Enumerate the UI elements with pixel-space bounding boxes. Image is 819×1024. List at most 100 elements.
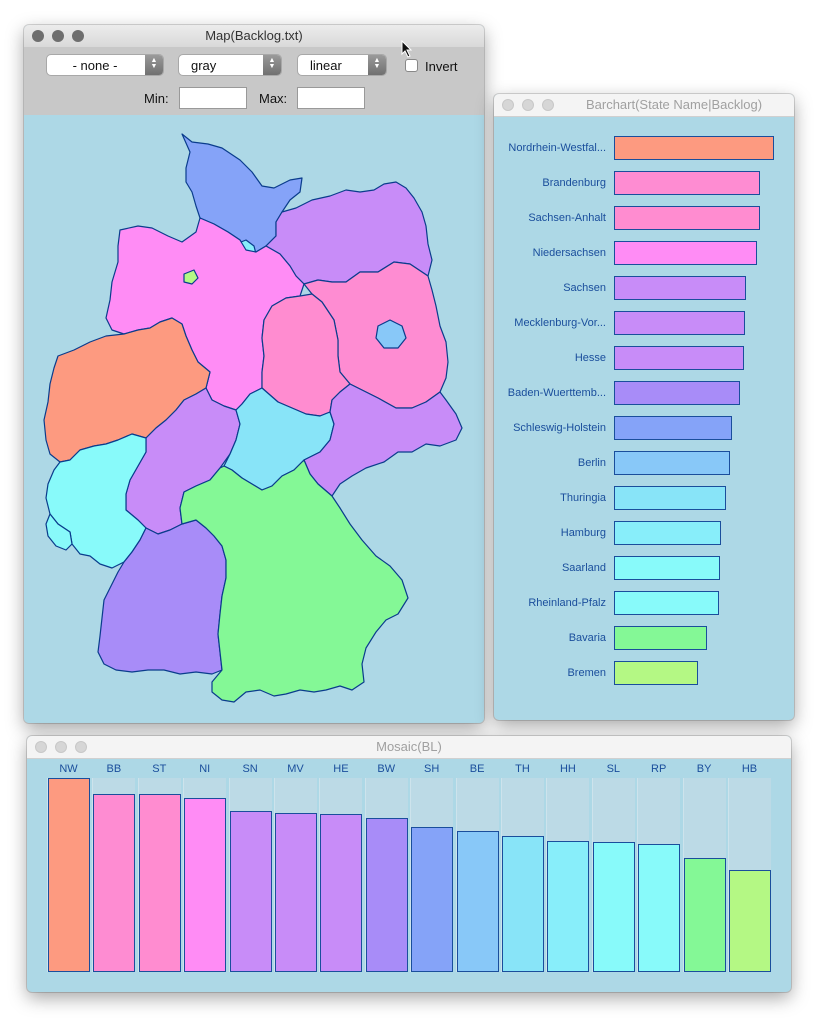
state-BE[interactable] [375,319,407,349]
max-label: Max: [259,91,288,106]
bar[interactable] [614,486,726,510]
mosaic-tile[interactable] [592,842,635,972]
dropdown-value: linear [310,58,342,73]
mosaic-column-label: BW [377,763,396,775]
state-BY[interactable] [179,459,409,703]
dropdown-value: - none - [72,58,118,73]
close-button[interactable] [502,99,514,111]
mosaic-tile[interactable] [365,818,408,972]
bar-label: Berlin [577,457,606,469]
bar[interactable] [614,556,720,580]
bar[interactable] [614,346,744,370]
map-toolbar: - none - ▲ ▼ gray ▲ ▼ linear ▲ ▼ Invert Min… [24,47,484,115]
mosaic-column[interactable] [92,778,136,972]
classification-dropdown[interactable]: - none - ▲ ▼ [46,54,164,76]
max-input[interactable] [297,87,365,109]
bar-label: Sachsen [563,282,606,294]
bar[interactable] [614,136,774,160]
mosaic-tile[interactable] [275,813,317,972]
germany-map[interactable] [24,115,484,723]
close-button[interactable] [35,741,47,753]
mosaic-column[interactable] [591,778,635,972]
mosaic-column[interactable] [410,778,454,972]
mosaic-column-label: ST [152,763,167,775]
mosaic-tile[interactable] [502,836,544,972]
bar-label: Brandenburg [542,177,606,189]
mosaic-column-label: SL [606,763,621,775]
close-button[interactable] [32,30,44,42]
mosaic-column[interactable] [274,778,317,972]
mosaic-tile[interactable] [638,844,681,972]
bar[interactable] [614,171,760,195]
mosaic-tile[interactable] [184,798,227,972]
mosaic-column[interactable] [228,778,272,972]
bar[interactable] [614,451,730,475]
bar[interactable] [614,276,746,300]
bar[interactable] [614,521,721,545]
map-window-titlebar[interactable]: Map(Backlog.txt) [24,25,484,48]
mosaic-column-label: RP [651,763,667,775]
mosaic-column-label: HE [333,763,349,775]
window-title: Barchart(State Name|Backlog) [585,97,763,112]
bar[interactable] [614,311,745,335]
mosaic-column[interactable] [137,778,181,972]
state-HB[interactable] [183,269,199,285]
mosaic-window-titlebar[interactable]: Mosaic(BL) [27,736,791,759]
mosaic-column-label: HB [741,763,758,775]
bar-label: Schleswig-Holstein [513,422,606,434]
mosaic-column-label: NW [59,763,78,775]
bar-label: Saarland [561,562,606,574]
map-window[interactable]: Map(Backlog.txt) - none - ▲ ▼ gray ▲ ▼ lin… [24,25,484,723]
bar-label: Hesse [574,352,606,364]
mosaic-column[interactable] [637,778,681,972]
mosaic-tile[interactable] [229,811,272,972]
mosaic-tile[interactable] [411,827,454,972]
mosaic-tile[interactable] [456,831,499,972]
mosaic-column[interactable] [455,778,499,972]
minimize-button[interactable] [55,741,67,753]
barchart-window[interactable]: Barchart(State Name|Backlog) Nordrhein-W… [494,94,794,720]
mosaic-column-label: BE [469,763,485,775]
barchart-window-titlebar[interactable]: Barchart(State Name|Backlog) [494,94,794,117]
mosaic-tile[interactable] [48,778,90,972]
min-input[interactable] [179,87,247,109]
dropdown-value: gray [191,58,217,73]
bar[interactable] [614,626,707,650]
mosaic-column[interactable] [319,778,363,972]
bar[interactable] [614,381,740,405]
scale-dropdown[interactable]: linear ▲ ▼ [297,54,387,76]
bar[interactable] [614,241,757,265]
minimize-button[interactable] [522,99,534,111]
zoom-button[interactable] [72,30,84,42]
zoom-button[interactable] [75,741,87,753]
mosaic-column[interactable] [728,778,771,972]
bar[interactable] [614,206,760,230]
invert-label: Invert [425,59,458,74]
mosaic-tile[interactable] [683,858,726,972]
bar[interactable] [614,591,719,615]
mosaic-column[interactable] [183,778,227,972]
minimize-button[interactable] [52,30,64,42]
mosaic-tile[interactable] [729,870,771,972]
mosaic-tile[interactable] [547,841,590,972]
invert-checkbox[interactable] [405,59,418,72]
chevron-updown-icon: ▲ ▼ [145,55,163,75]
mosaic-tile[interactable] [320,814,363,972]
bar-label: Bavaria [568,632,606,644]
mosaic-column[interactable] [682,778,726,972]
bar[interactable] [614,416,732,440]
mosaic-column[interactable] [364,778,408,972]
bar[interactable] [614,661,698,685]
mosaic-column[interactable] [47,778,90,972]
chevron-updown-icon: ▲ ▼ [263,55,281,75]
bar-label: Nordrhein-Westfal... [508,142,606,154]
mosaic-window[interactable]: Mosaic(BL) NW BB ST NI SN MV HE BW SH BE TH HH SL RP B… [27,736,791,992]
mosaic-tile[interactable] [138,794,181,972]
map-svg [43,133,463,703]
palette-dropdown[interactable]: gray ▲ ▼ [178,54,282,76]
mosaic-column[interactable] [546,778,590,972]
mosaic-tile[interactable] [93,794,136,972]
mosaic-column[interactable] [501,778,544,972]
zoom-button[interactable] [542,99,554,111]
state-SL[interactable] [45,513,73,551]
